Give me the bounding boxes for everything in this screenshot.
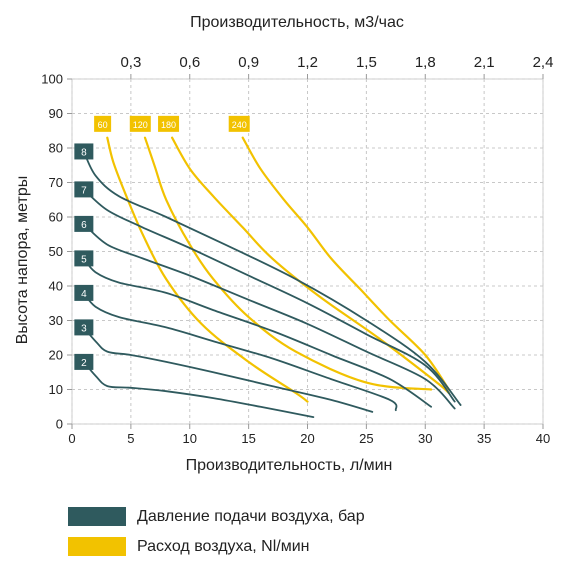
legend-label-airflow: Расход воздуха, Nl/мин — [137, 537, 310, 555]
pressure-label-box-7 — [74, 181, 94, 198]
pressure-label-box-2 — [74, 353, 94, 370]
top-tick-label: 1,2 — [297, 54, 318, 71]
top-tick-label: 1,8 — [415, 54, 436, 71]
y-axis-label: Высота напора, метры — [14, 176, 31, 344]
legend-item-airflow: Расход воздуха, Nl/мин — [68, 537, 309, 556]
x-tick-label: 25 — [359, 431, 373, 446]
pressure-label-box-4 — [74, 284, 94, 301]
pressure-label-box-5 — [74, 250, 94, 267]
top-tick-label: 0,9 — [238, 54, 259, 71]
pressure-label-4: 4 — [81, 289, 87, 300]
curve-labels: 2 3 4 5 6 7 8 60 120 180 240 — [74, 115, 250, 370]
y-tick-label: 30 — [49, 313, 63, 328]
y-tick-label: 10 — [49, 382, 63, 397]
airflow-label-box-120 — [129, 115, 151, 132]
x-tick-label: 35 — [477, 431, 491, 446]
chart-title: Производительность, м3/час — [190, 14, 404, 31]
pressure-label-3: 3 — [81, 323, 87, 334]
pressure-curve-2 — [82, 361, 315, 418]
airflow-label-60: 60 — [98, 120, 108, 130]
pressure-curves — [82, 150, 462, 418]
pressure-label-2: 2 — [81, 358, 87, 369]
airflow-curve-60 — [106, 136, 309, 403]
legend-label-pressure: Давление подачи воздуха, бар — [137, 507, 365, 525]
y-tick-label: 100 — [41, 72, 63, 87]
airflow-curve-180 — [171, 136, 450, 394]
top-tick-label: 0,6 — [179, 54, 200, 71]
y-tick-label: 0 — [56, 417, 63, 432]
top-tick-label: 2,4 — [533, 54, 554, 71]
y-tick-label: 60 — [49, 210, 63, 225]
y-tick-label: 90 — [49, 106, 63, 121]
x-tick-label: 20 — [300, 431, 314, 446]
y-tick-label: 50 — [49, 244, 63, 259]
pressure-curve-8 — [82, 150, 462, 406]
y-tick-label: 20 — [49, 348, 63, 363]
top-tick-label: 2,1 — [474, 54, 495, 71]
x-axis-label: Производительность, л/мин — [186, 457, 393, 474]
pressure-label-box-6 — [74, 215, 94, 232]
pressure-curve-6 — [82, 223, 456, 410]
pressure-label-box-8 — [74, 143, 94, 160]
pressure-label-box-3 — [74, 319, 94, 336]
airflow-curve-240 — [241, 136, 450, 391]
airflow-curve-120 — [143, 136, 433, 391]
x-tick-label: 40 — [536, 431, 550, 446]
airflow-label-box-240 — [228, 115, 250, 132]
y-tick-label: 80 — [49, 141, 63, 156]
top-tick-label: 0,3 — [120, 54, 141, 71]
airflow-label-180: 180 — [161, 120, 176, 130]
x-tick-label: 5 — [127, 431, 134, 446]
y-tick-label: 40 — [49, 279, 63, 294]
y-tick-label: 70 — [49, 175, 63, 190]
legend-swatch-pressure — [68, 507, 126, 526]
pressure-label-7: 7 — [81, 185, 87, 196]
x-tick-label: 10 — [183, 431, 197, 446]
pressure-curve-3 — [82, 326, 374, 413]
airflow-label-240: 240 — [232, 120, 247, 130]
pressure-label-5: 5 — [81, 254, 87, 265]
x-tick-label: 15 — [241, 431, 255, 446]
pressure-curve-5 — [82, 257, 432, 408]
airflow-curves — [106, 136, 450, 403]
pressure-label-8: 8 — [81, 147, 87, 158]
pump-performance-chart: 0 5 10 15 20 25 30 35 4001020304050607080901000,… — [14, 14, 553, 474]
pressure-curve-4 — [82, 292, 398, 412]
legend-item-pressure: Давление подачи воздуха, бар — [68, 507, 365, 526]
axes: 0 5 10 15 20 25 30 35 4001020304050607080901000,… — [41, 54, 553, 446]
pressure-curve-7 — [82, 188, 456, 403]
airflow-label-box-60 — [94, 115, 112, 132]
x-tick-label: 30 — [418, 431, 432, 446]
airflow-label-box-180 — [158, 115, 180, 132]
legend-swatch-airflow — [68, 537, 126, 556]
pressure-label-6: 6 — [81, 220, 87, 231]
top-tick-label: 1,5 — [356, 54, 377, 71]
airflow-label-120: 120 — [133, 120, 148, 130]
x-tick-label: 0 — [68, 431, 75, 446]
